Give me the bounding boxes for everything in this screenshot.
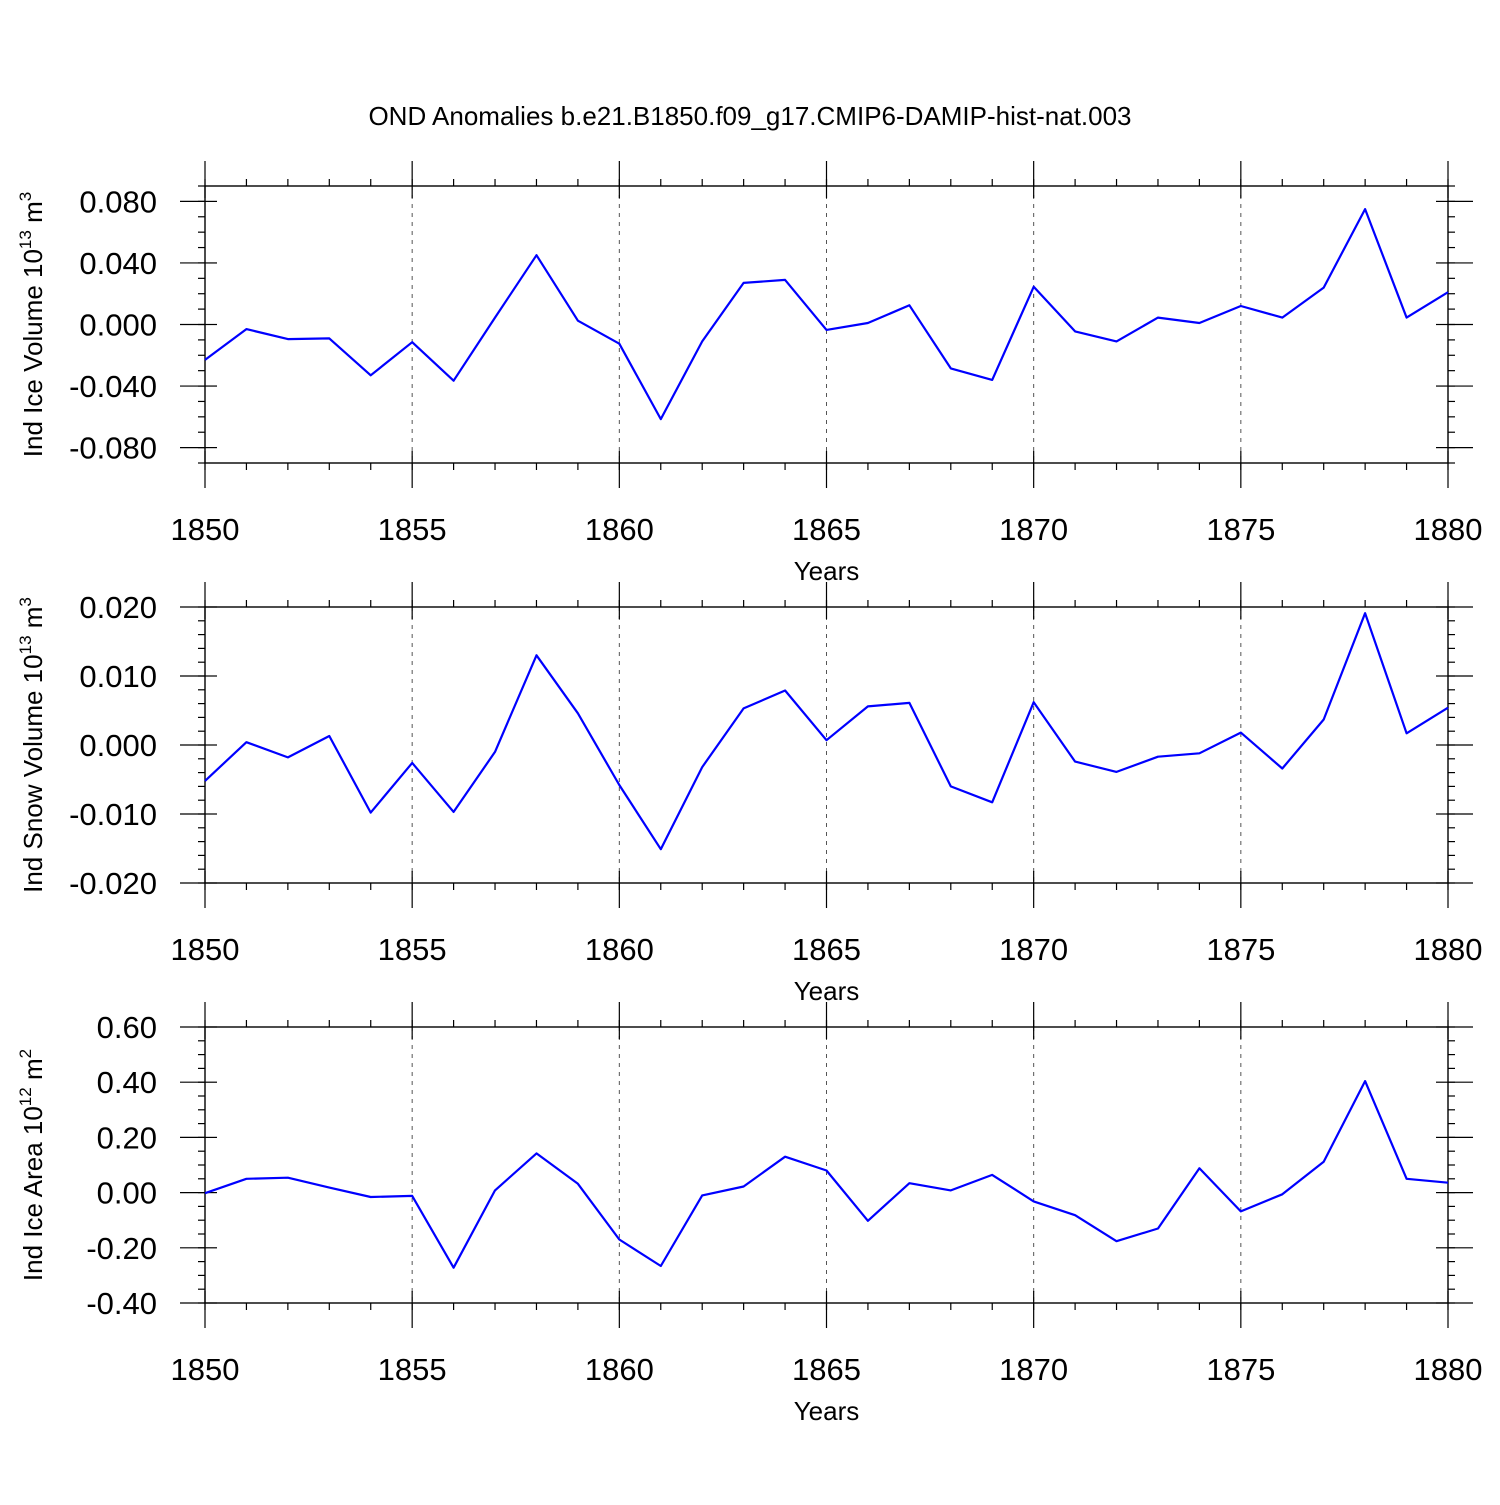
y-tick-label: -0.20 (86, 1231, 157, 1266)
y-axis-label-exponent: 13 (16, 230, 35, 249)
y-tick-label: -0.010 (69, 797, 157, 832)
y-tick-label: 0.20 (97, 1120, 157, 1155)
x-tick-label: 1880 (1414, 512, 1483, 547)
x-axis-label: Years (794, 556, 860, 586)
y-tick-label: -0.080 (69, 431, 157, 466)
x-tick-label: 1865 (792, 512, 861, 547)
x-tick-label: 1860 (585, 1352, 654, 1387)
x-tick-label: 1850 (171, 932, 240, 967)
x-tick-label: 1870 (999, 932, 1068, 967)
x-tick-label: 1880 (1414, 932, 1483, 967)
y-axis-label-exponent: 2 (16, 1049, 35, 1058)
panel-2: 1850 1855 1860 1865 1870 1875 1880 -0.020 -0.010… (16, 582, 1482, 1006)
x-tick-label: 1875 (1206, 932, 1275, 967)
y-tick-label: -0.40 (86, 1286, 157, 1321)
x-tick-label: 1855 (378, 932, 447, 967)
series-line (204, 1079, 1449, 1269)
y-axis-label-text: m (18, 201, 48, 230)
x-tick-label: 1850 (171, 512, 240, 547)
y-tick-label: 0.080 (79, 184, 157, 219)
y-tick-label: -0.040 (69, 369, 157, 404)
y-axis-label-text: m (18, 607, 48, 636)
y-axis-label-exponent: 13 (16, 635, 35, 654)
panel-1: 1850 1855 1860 1865 1870 1875 1880 -0.080 -0.040… (16, 161, 1482, 586)
x-tick-label: 1855 (378, 512, 447, 547)
x-tick-label: 1875 (1206, 512, 1275, 547)
x-tick-label: 1865 (792, 1352, 861, 1387)
x-tick-label: 1870 (999, 1352, 1068, 1387)
x-tick-label: 1865 (792, 932, 861, 967)
series-line (204, 612, 1449, 851)
series-line (204, 208, 1449, 421)
y-tick-label: 0.40 (97, 1065, 157, 1100)
y-axis-label-exponent: 3 (16, 192, 35, 201)
x-tick-label: 1880 (1414, 1352, 1483, 1387)
x-axis-label: Years (794, 1396, 860, 1426)
chart-title: OND Anomalies b.e21.B1850.f09_g17.CMIP6-… (368, 101, 1131, 131)
y-axis-label: Ind Ice Volume 1013 m3 (16, 192, 48, 457)
y-axis-label: Ind Ice Area 1012 m2 (16, 1049, 48, 1281)
y-tick-label: 0.040 (79, 246, 157, 281)
x-axis-label: Years (794, 976, 860, 1006)
y-axis-label-text: Ind Ice Area 10 (18, 1106, 48, 1281)
y-tick-label: 0.60 (97, 1010, 157, 1045)
y-axis-label-text: Ind Ice Volume 10 (18, 249, 48, 457)
y-axis-label-exponent: 12 (16, 1087, 35, 1106)
x-tick-label: 1860 (585, 932, 654, 967)
y-tick-label: 0.000 (79, 728, 157, 763)
y-tick-label: 0.010 (79, 659, 157, 694)
y-tick-label: -0.020 (69, 866, 157, 901)
x-tick-label: 1850 (171, 1352, 240, 1387)
y-tick-label: 0.020 (79, 590, 157, 625)
y-axis-label-text: Ind Snow Volume 10 (18, 654, 48, 893)
x-tick-label: 1875 (1206, 1352, 1275, 1387)
y-axis-label-text: m (18, 1058, 48, 1087)
x-tick-label: 1860 (585, 512, 654, 547)
y-axis-label-exponent: 3 (16, 597, 35, 606)
panel-3: 1850 1855 1860 1865 1870 1875 1880 -0.40 -0.20 0.… (16, 1002, 1482, 1426)
y-axis-label: Ind Snow Volume 1013 m3 (16, 597, 48, 893)
x-tick-label: 1870 (999, 512, 1068, 547)
y-tick-label: 0.00 (97, 1176, 157, 1211)
x-tick-label: 1855 (378, 1352, 447, 1387)
y-tick-label: 0.000 (79, 308, 157, 343)
